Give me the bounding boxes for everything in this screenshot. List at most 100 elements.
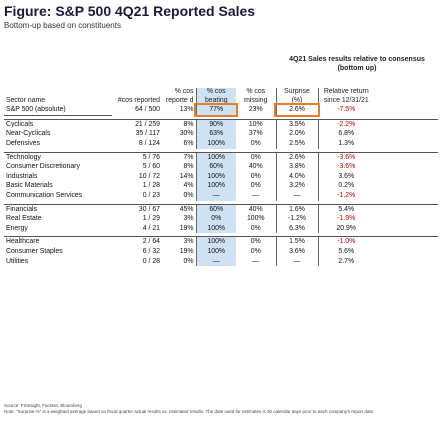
- cell-beat: —: [195, 190, 236, 201]
- cell-surp: 3.5%: [275, 118, 318, 130]
- figure-subtitle: Bottom-up based on constituents: [4, 21, 121, 30]
- cell-ret: 2.7%: [317, 256, 374, 267]
- cell-ret: -3.6%: [317, 151, 374, 163]
- table-row-total: S&P 500 (absolute) 64 / 500 13% 77% 23% 2.6% -…: [4, 105, 438, 116]
- cell-surp: -1.2%: [275, 214, 318, 224]
- cell-miss: 0%: [236, 151, 276, 163]
- table-row: Industrials 10 / 72 14% 100% 0% 4.0% 3.6%: [4, 171, 438, 182]
- cell-surp: —: [275, 256, 318, 267]
- cell-miss: 0%: [250, 224, 261, 232]
- cell-beat: 60%: [195, 162, 236, 172]
- cell-cos: 2 / 64: [112, 236, 162, 247]
- cell-rep: 6%: [183, 139, 194, 147]
- cell-beat: —: [195, 256, 236, 267]
- cell-cos: 5 / 76: [112, 151, 162, 163]
- cell-surp: 3.6%: [275, 246, 318, 257]
- cell-beat: 100%: [195, 138, 236, 149]
- cell-beat: 100%: [195, 151, 236, 163]
- cell-surp: 3.2%: [275, 181, 318, 191]
- table-row: Financials 30 / 67 45% 60% 40% 1.6% 5.4%: [4, 203, 438, 215]
- table-row: Near-Cyclicals 35 / 117 30% 63% 37% 2.0% 6.8%: [4, 129, 438, 139]
- cell-miss: 0%: [250, 172, 261, 180]
- cell-cos: 1 / 29: [142, 215, 160, 223]
- cell-miss: 23%: [248, 106, 263, 114]
- cell-sector: Basic Materials: [6, 182, 53, 190]
- cell-cos: 4 / 21: [142, 224, 160, 232]
- header-rel-return: Relative return since 12/31/21: [317, 88, 374, 106]
- header-sector: Sector name: [6, 96, 46, 104]
- cell-cos: 6 / 32: [142, 247, 160, 255]
- cell-ret: 3.6%: [317, 171, 374, 182]
- cell-ret: -1.2%: [317, 190, 374, 201]
- sales-table: Sector name #cos reported % cos reporte …: [4, 88, 438, 267]
- table-row: Energy 4 / 21 19% 100% 0% 6.3% 20.9%: [4, 223, 438, 234]
- cell-rep: 7%: [162, 151, 196, 163]
- cell-beat: 60%: [195, 203, 236, 215]
- table-row: Utilities 0 / 28 0% — — —2.7%: [4, 256, 438, 267]
- cell-miss: 37%: [248, 130, 263, 138]
- cell-beat: 100%: [195, 171, 236, 182]
- cell-sector: Utilities: [6, 257, 29, 265]
- cell-cos: 10 / 72: [138, 172, 160, 180]
- cell-rep: 13%: [179, 106, 194, 114]
- cell-ret: 20.9%: [317, 223, 374, 234]
- cell-ret: -3.6%: [317, 162, 374, 172]
- cell-beat: 63%: [195, 129, 236, 139]
- cell-beat: 0%: [195, 214, 236, 224]
- cell-cos: 35 / 117: [135, 130, 160, 138]
- table-header-row: Sector name #cos reported % cos reporte …: [4, 88, 438, 106]
- cell-miss: 0%: [250, 139, 261, 147]
- cell-miss: 0%: [250, 247, 261, 255]
- cell-sector: S&P 500 (absolute): [4, 105, 112, 116]
- table-row: Communication Services 0 / 23 0% — — — -1.2%: [4, 190, 438, 201]
- cell-rep: 30%: [179, 130, 194, 138]
- table-row: Technology 5 / 76 7% 100% 0% 2.6% -3.6%: [4, 151, 438, 163]
- cell-beat: 100%: [195, 181, 236, 191]
- source-text: Source: FSInsight, FactSet, Bloomberg: [4, 403, 83, 408]
- cell-cos: 0 / 28: [142, 257, 160, 265]
- cell-ret: 5.4%: [317, 203, 374, 215]
- cell-rep: 19%: [179, 247, 194, 255]
- header-pct-reported: % cos reporte d: [165, 88, 194, 104]
- header-pct-missing: % cos missing: [244, 88, 268, 104]
- cell-sector: Industrials: [6, 172, 38, 180]
- cell-surp: 2.6%: [275, 151, 318, 163]
- cell-surp: 6.3%: [275, 223, 318, 234]
- cell-rep: 3%: [162, 236, 196, 247]
- cell-cos: 30 / 67: [112, 203, 162, 215]
- cell-sector: Real Estate: [6, 215, 42, 223]
- header-cos-reported: #cos reported: [117, 96, 160, 104]
- cell-miss: —: [252, 191, 260, 199]
- cell-sector: Technology: [4, 151, 112, 163]
- group-header: 4Q21 Sales results relative to consensus…: [289, 56, 425, 72]
- cell-rep: 8%: [183, 163, 194, 171]
- cell-miss: —: [252, 257, 260, 265]
- cell-sector: Healthcare: [4, 236, 112, 247]
- cell-rep: 14%: [179, 172, 194, 180]
- header-pct-beating: % cos beating: [195, 88, 236, 106]
- table-row: Basic Materials 1 / 28 4% 100% 0% 3.2% 0.2%: [4, 181, 438, 191]
- cell-surp: 2.0%: [275, 129, 318, 139]
- cell-rep: 4%: [183, 182, 194, 190]
- cell-ret: -1.9%: [317, 214, 374, 224]
- cell-cos: 5 / 60: [142, 163, 160, 171]
- cell-beat: 100%: [195, 246, 236, 257]
- cell-surp: 1.5%: [275, 236, 318, 247]
- cell-ret: -1.0%: [317, 236, 374, 247]
- cell-rep: 0%: [183, 257, 194, 265]
- cell-beat: 100%: [195, 223, 236, 234]
- cell-miss: 40%: [248, 163, 263, 171]
- cell-surp: 3.8%: [275, 162, 318, 172]
- cell-miss: 40%: [236, 203, 276, 215]
- cell-cos: 21 / 259: [112, 118, 162, 130]
- cell-ret: 1.3%: [317, 138, 374, 149]
- cell-miss: 100%: [246, 215, 265, 223]
- cell-ret: 5.6%: [317, 246, 374, 257]
- cell-rep: 19%: [179, 224, 194, 232]
- cell-cos: 8 / 124: [138, 139, 160, 147]
- cell-cos: 1 / 28: [142, 182, 160, 190]
- cell-beat: 90%: [195, 118, 236, 130]
- cell-miss: 0%: [236, 236, 276, 247]
- cell-surp: 2.6%: [275, 105, 318, 116]
- cell-sector: Defensives: [6, 139, 41, 147]
